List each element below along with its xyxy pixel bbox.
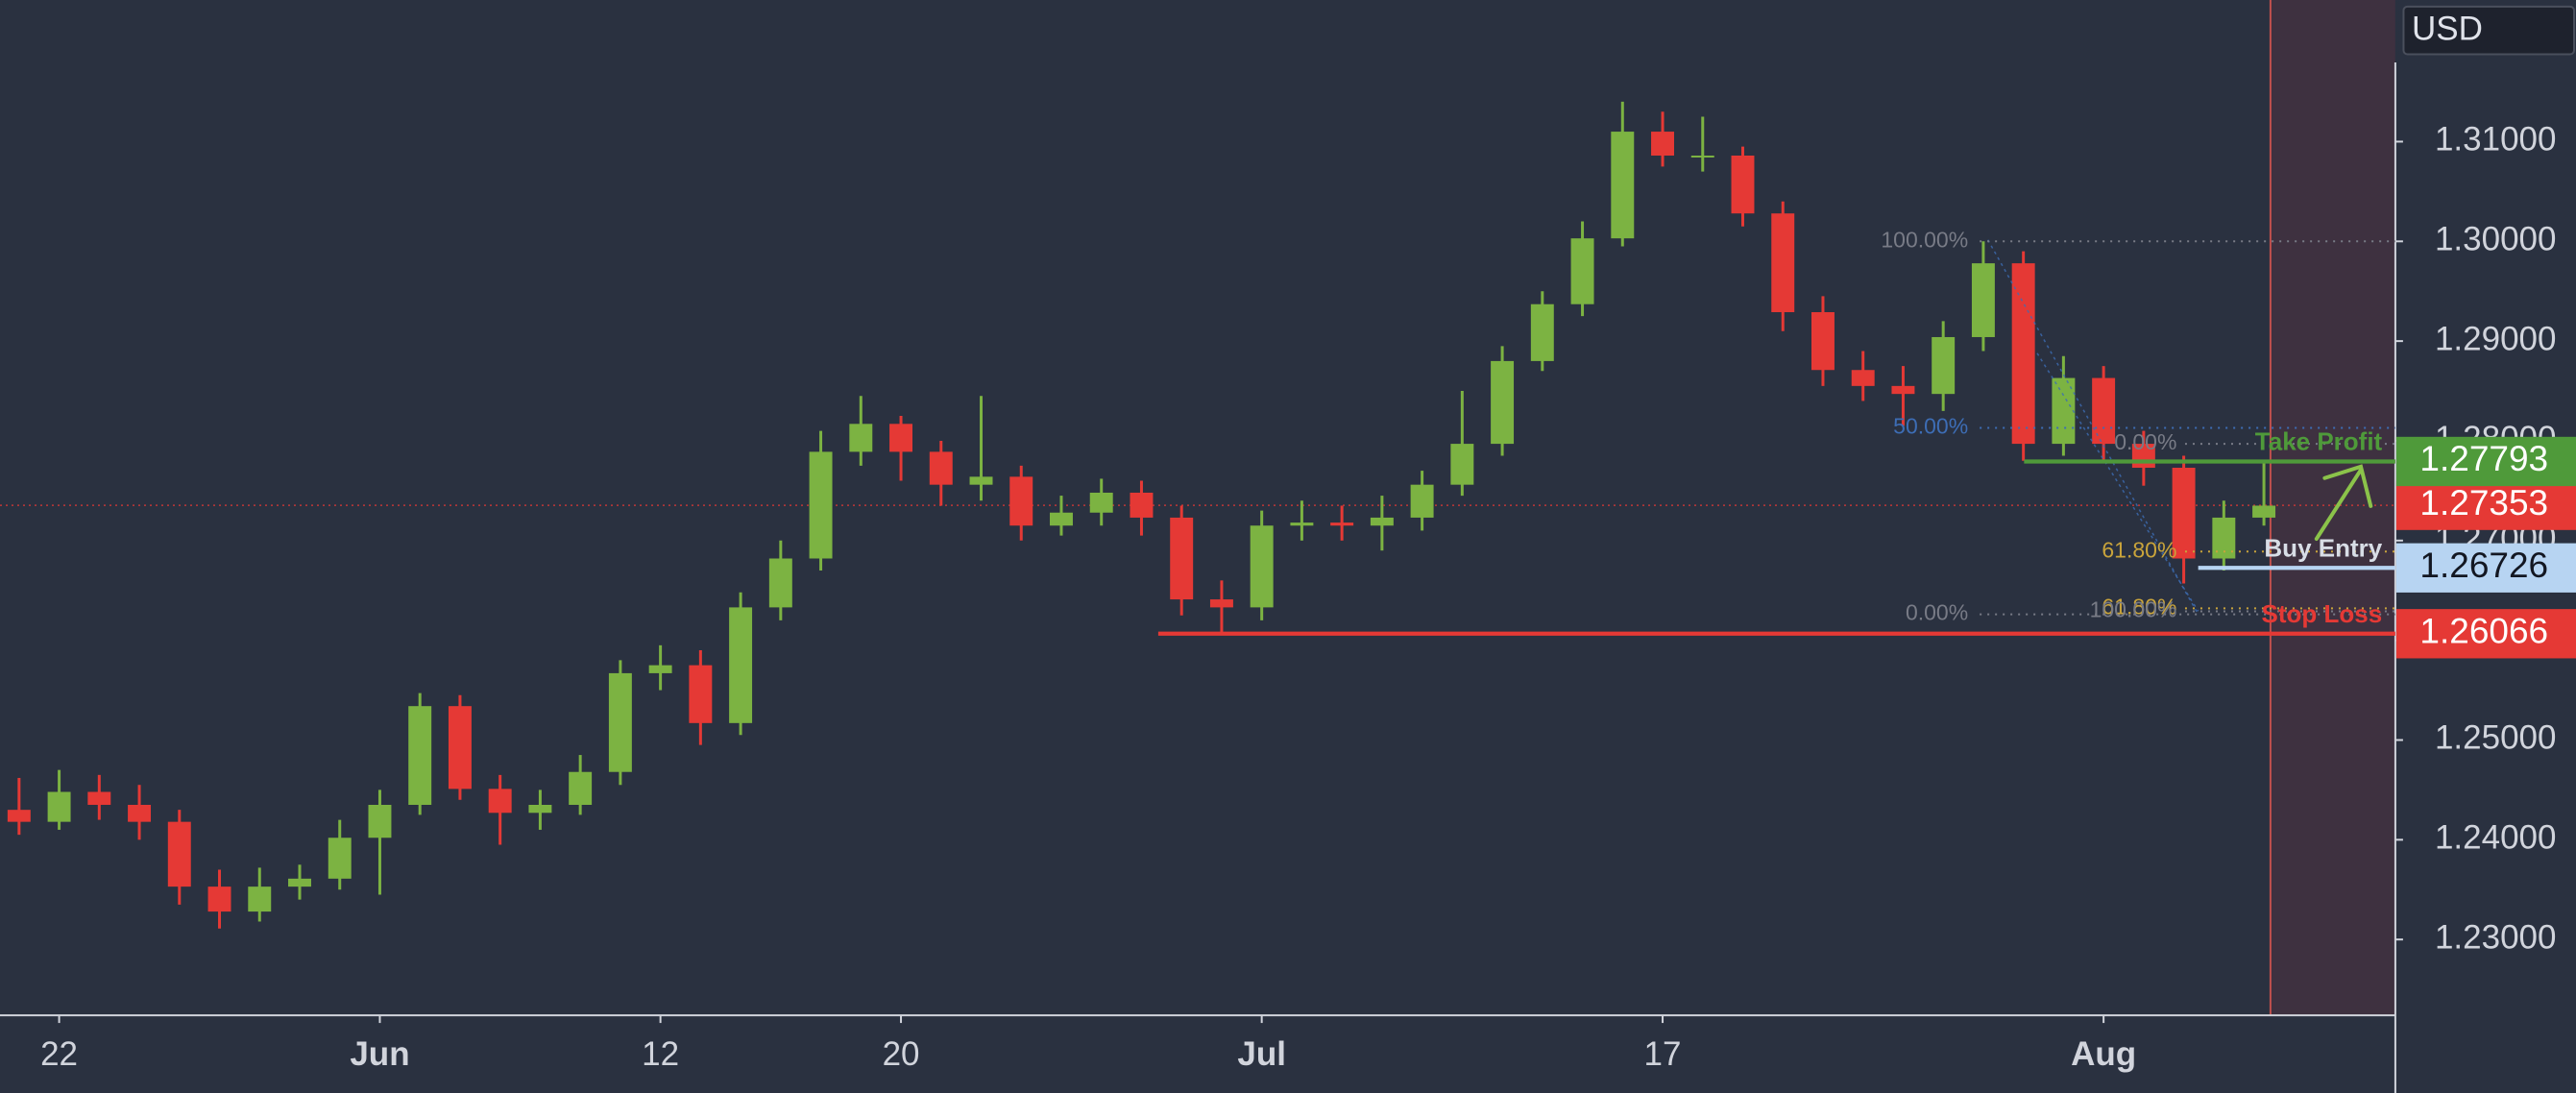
candle-body [1089,492,1113,513]
candle-body [488,789,512,814]
candle-body [969,476,993,485]
fib-label: 100.00% [1881,227,1968,252]
candle-body [1932,336,1956,395]
candle-body [207,887,231,912]
level-price-box-label: 1.27793 [2419,439,2548,478]
future-zone [2270,0,2395,1016]
x-tick-label: Aug [2071,1035,2136,1073]
candle-body [1651,132,1674,156]
level-price-box-label: 1.26726 [2419,546,2548,585]
y-tick-label: 1.31000 [2435,121,2557,158]
x-tick-label: Jun [350,1035,409,1073]
y-tick-label: 1.29000 [2435,320,2557,357]
candle-body [1250,525,1274,608]
candle-body [1290,522,1314,526]
candle-body [1810,312,1835,371]
candle-body [1170,517,1194,600]
current-price-box [2395,480,2576,530]
y-tick-label: 1.30000 [2435,221,2557,258]
candle-body [87,791,111,805]
trade-level-name: Stop Loss [2262,599,2383,628]
candle-body [448,706,472,789]
candle-body [689,665,713,723]
fib-label: 0.00% [1906,600,1968,625]
fib-trend [1987,239,2199,616]
candle-body [1410,484,1434,518]
candle-body [288,878,311,887]
fib-label: 0.00% [2114,429,2176,454]
current-price-box-label: 1.27353 [2419,483,2548,522]
candle-body [929,451,953,485]
candle-body [1971,263,1995,337]
candle-body [167,821,191,887]
candle-body [729,607,753,723]
candle-body [1491,360,1515,445]
candle-body [809,451,833,559]
candle-body [2212,517,2236,559]
x-tick-label: Jul [1237,1035,1286,1073]
candle-body [1450,444,1474,485]
x-tick-label: 22 [40,1035,78,1073]
candle-body [1690,155,1714,158]
candle-body [1570,238,1594,304]
level-price-box [2395,543,2576,593]
candle-body [128,804,152,822]
candle-body [1050,512,1073,526]
candle-body [7,810,31,822]
candle-body [1209,599,1233,608]
fib-label: 61.80% [2102,595,2176,619]
level-price-box [2395,609,2576,659]
candle-body [2092,377,2116,445]
candle-body [1731,155,1755,214]
candle-body [1330,522,1354,526]
x-tick-label: 12 [642,1035,679,1073]
candle-body [328,838,352,879]
level-price-box-label: 1.26066 [2419,612,2548,651]
x-tick-label: 17 [1644,1035,1682,1073]
y-tick-label: 1.25000 [2435,719,2557,757]
candle-body [368,804,392,838]
candle-body [1130,492,1154,518]
currency-box [2402,5,2575,56]
candle-body [2172,468,2196,559]
y-tick-label: 1.23000 [2435,918,2557,956]
currency-label: USD [2412,11,2483,48]
candle-body [1611,132,1635,239]
candle-body [1891,385,1915,395]
fib-label: 61.80% [2102,537,2176,562]
candle-body [1530,304,1554,361]
candle-body [889,424,913,452]
candle-body [648,665,672,673]
candle-body [849,424,873,452]
candle-body [248,887,272,912]
candle-body [1771,213,1795,313]
x-tick-label: 20 [883,1035,920,1073]
trade-level-name: Buy Entry [2264,533,2382,562]
candle-body [1009,476,1033,526]
level-price-box [2395,436,2576,487]
fib-label: 100.00% [2090,597,2177,622]
target-arrow [2314,464,2373,542]
candle-body [2252,505,2276,518]
candle-body [608,672,632,772]
candle-body [408,706,432,805]
trade-level-name: Take Profit [2255,427,2383,456]
candle-body [2011,263,2035,445]
candle-body [768,558,792,608]
fib-label: 50.00% [1893,414,1968,439]
candle-body [47,791,71,822]
y-tick-label: 1.24000 [2435,819,2557,857]
candle-body [528,804,552,814]
candle-body [1370,517,1394,526]
candle-body [569,771,593,805]
candle-body [1851,370,1875,386]
